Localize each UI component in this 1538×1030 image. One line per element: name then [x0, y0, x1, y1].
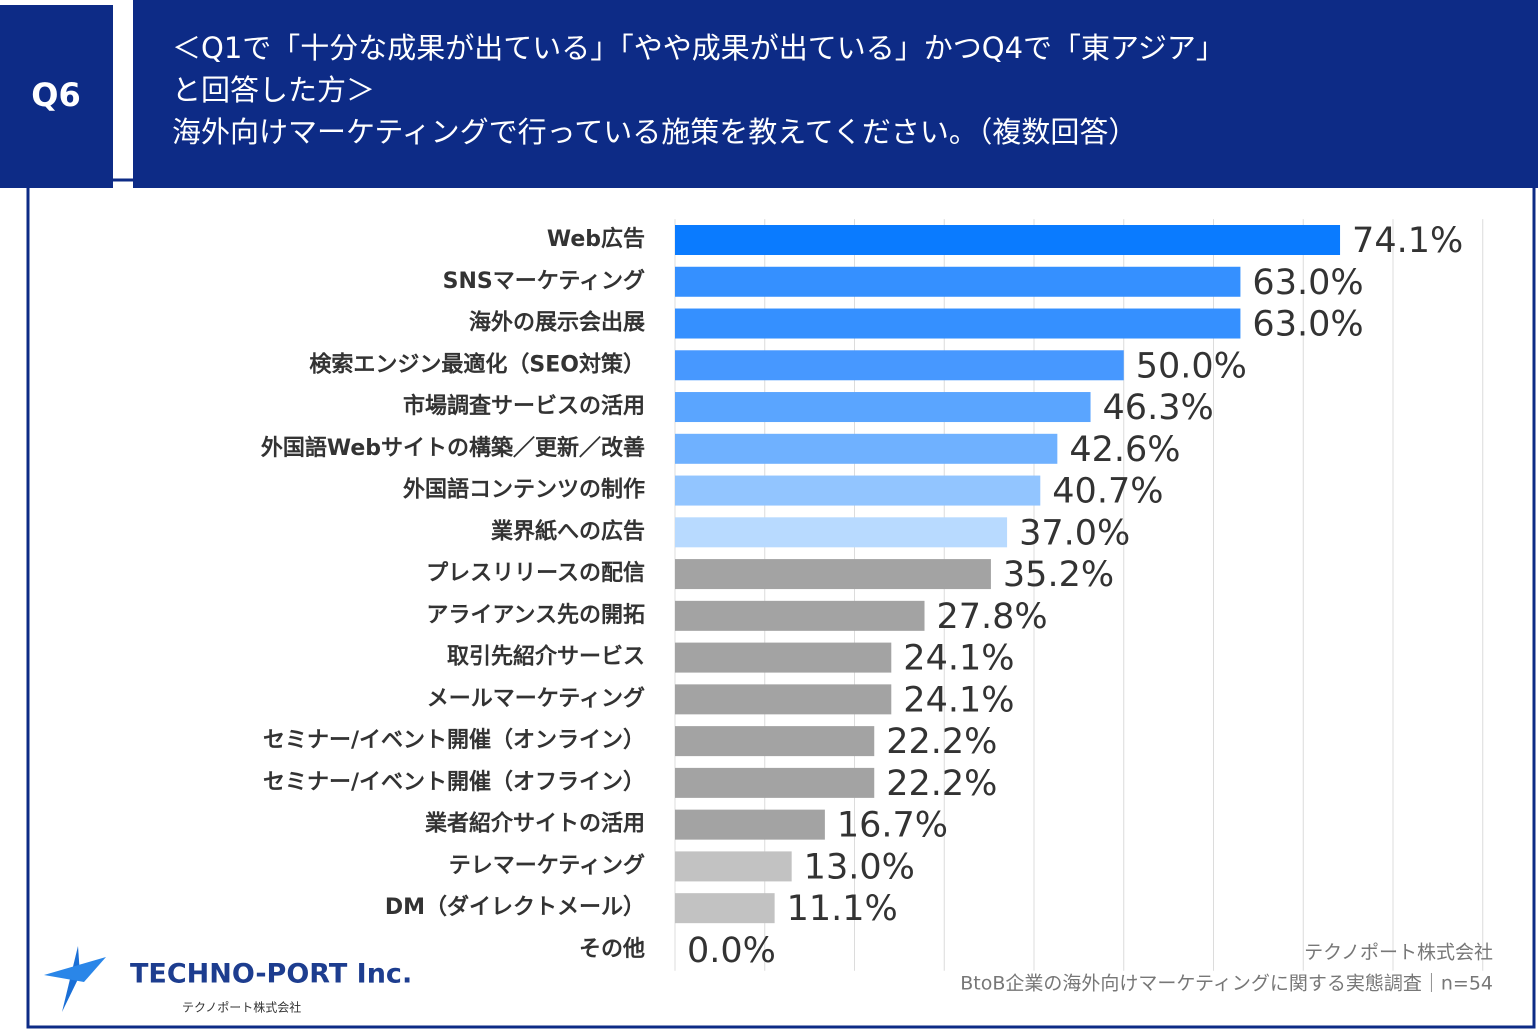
bar [675, 266, 1241, 297]
category-label: 海外の展示会出展 [469, 310, 645, 336]
bar [675, 767, 875, 798]
value-label: 63.0% [1252, 263, 1363, 303]
value-label: 24.1% [903, 680, 1014, 720]
value-label: 13.0% [804, 847, 915, 887]
value-label: 40.7% [1052, 472, 1163, 512]
bar [675, 392, 1091, 423]
logo-name: TECHNO-PORT Inc. [130, 959, 412, 990]
bar [675, 851, 792, 882]
value-label: 63.0% [1252, 305, 1363, 345]
bar [675, 225, 1341, 255]
value-label: 24.1% [903, 639, 1014, 679]
value-label: 74.1% [1352, 221, 1463, 261]
category-label: セミナー/イベント開催（オフライン） [263, 770, 645, 795]
category-label: プレスリリースの配信 [426, 560, 645, 586]
question-box [0, 5, 113, 188]
bar [675, 726, 875, 757]
title: ＜Q1で「十分な成果が出ている」「やや成果が出ている」かつQ4で「東アジア」と回… [172, 31, 1225, 149]
category-label: テレマーケティング [449, 852, 645, 878]
category-label: DM（ダイレクトメール） [385, 894, 645, 920]
category-label: メールマーケティング [427, 685, 645, 711]
bar [675, 308, 1241, 339]
title-line: 海外向けマーケティングで行っている施策を教えてください。（複数回答） [172, 115, 1137, 149]
bar [675, 559, 991, 590]
value-label: 16.7% [837, 806, 948, 846]
bar [675, 684, 892, 715]
header [133, 0, 1538, 188]
category-label: 外国語Webサイトの構築／更新／改善 [261, 435, 645, 461]
source: BtoB企業の海外向けマーケティングに関する実態調査｜n=54 [960, 973, 1493, 995]
category-label: Web広告 [547, 226, 645, 252]
logo-icon [44, 957, 106, 982]
category-label: 業者紹介サイトの活用 [425, 811, 645, 837]
source: テクノポート株式会社 [1304, 942, 1493, 964]
bar [675, 433, 1058, 464]
bar [675, 809, 825, 840]
value-label: 46.3% [1103, 388, 1214, 428]
bar [675, 350, 1124, 381]
plot: Web広告 74.1% SNSマーケティング 63.0% 海外の展示会出展 63.0% 検索… [261, 219, 1484, 971]
category-label: 外国語コンテンツの制作 [403, 477, 645, 503]
bar [675, 642, 892, 673]
logo: TECHNO-PORT Inc. テクノポート株式会社 [44, 946, 412, 1015]
category-label: セミナー/イベント開催（オンライン） [263, 728, 645, 753]
value-label: 22.2% [886, 764, 997, 804]
category-label: 業界紙への広告 [491, 518, 645, 544]
question-label: Q6 [31, 76, 80, 114]
value-label: 0.0% [687, 931, 776, 971]
value-label: 11.1% [787, 889, 898, 929]
value-label: 27.8% [937, 597, 1048, 637]
logo-subname: テクノポート株式会社 [182, 1000, 301, 1015]
category-label: SNSマーケティング [443, 268, 645, 294]
category-label: アライアンス先の開拓 [426, 603, 645, 628]
title-line: と回答した方＞ [172, 73, 375, 107]
category-label: その他 [579, 937, 645, 962]
value-label: 35.2% [1003, 555, 1114, 595]
category-label: 市場調査サービスの活用 [403, 393, 645, 419]
category-label: 検索エンジン最適化（SEO対策） [309, 351, 645, 377]
bar [675, 517, 1008, 548]
value-label: 37.0% [1019, 513, 1130, 553]
bar [675, 893, 775, 924]
title-line: ＜Q1で「十分な成果が出ている」「やや成果が出ている」かつQ4で「東アジア」 [172, 31, 1225, 65]
value-label: 42.6% [1069, 430, 1180, 470]
category-label: 取引先紹介サービス [447, 644, 645, 670]
value-label: 50.0% [1136, 346, 1247, 386]
bar [675, 600, 925, 631]
bar [675, 475, 1041, 506]
value-label: 22.2% [886, 722, 997, 762]
